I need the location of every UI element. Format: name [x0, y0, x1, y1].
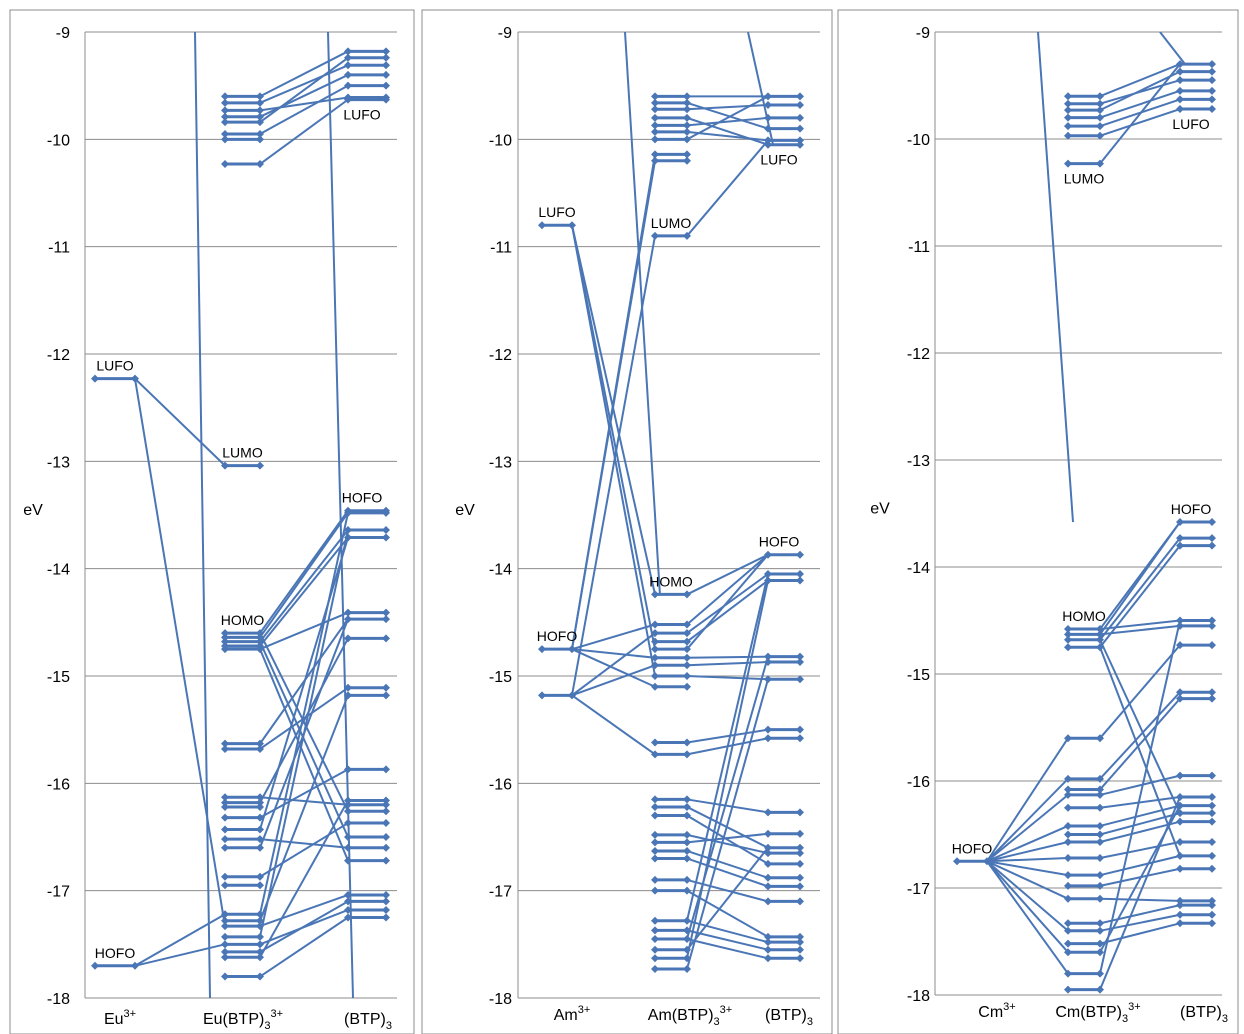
level-annotation: LUMO [222, 445, 263, 461]
level-annotation: HOFO [759, 534, 800, 550]
chart-panel-3: -9 -10 -11 -12 -13 -14 -15 -16 -17 -18 eV HOFO LUMO H… [838, 10, 1238, 1034]
y-tick-label: -11 [490, 240, 512, 257]
y-tick-label: -9 [498, 25, 512, 42]
y-tick-label: -16 [489, 776, 512, 793]
y-tick-label: -10 [47, 132, 70, 149]
y-tick-label: -18 [47, 991, 70, 1008]
level-annotation: LUFO [538, 204, 575, 220]
y-tick-label: -9 [56, 25, 70, 42]
level-annotation: HOMO [649, 573, 693, 589]
level-annotation: HOMO [221, 612, 265, 628]
y-tick-label: -14 [907, 560, 930, 577]
y-tick-label: -10 [489, 132, 512, 149]
level-annotation: LUMO [1064, 171, 1105, 187]
y-axis-label: eV [23, 502, 43, 519]
y-axis-label: eV [870, 501, 890, 518]
y-tick-label: -17 [489, 884, 512, 901]
y-tick-label: -10 [907, 132, 930, 149]
level-annotation: HOFO [537, 628, 578, 644]
y-tick-label: -15 [47, 669, 70, 686]
y-axis-label: eV [455, 502, 475, 519]
y-tick-label: -11 [48, 240, 70, 257]
y-tick-label: -14 [489, 562, 512, 579]
level-annotation: HOFO [95, 945, 136, 961]
panel-frame [10, 10, 414, 1034]
y-tick-label: -16 [907, 774, 930, 791]
y-tick-label: -12 [489, 347, 512, 364]
y-tick-label: -12 [47, 347, 70, 364]
y-tick-label: -17 [907, 881, 930, 898]
y-tick-label: -15 [907, 667, 930, 684]
level-annotation: LUFO [760, 152, 797, 168]
y-tick-label: -13 [47, 454, 70, 471]
chart-panel-2: -9 -10 -11 -12 -13 -14 -15 -16 -17 -18 eV LUFO HOFO L… [422, 10, 832, 1034]
y-tick-label: -14 [47, 562, 70, 579]
chart-panel-1: -9 -10 -11 -12 -13 -14 -15 -16 -17 -18 eV LUFO HOFO L… [10, 10, 414, 1034]
y-tick-label: -11 [908, 239, 930, 256]
y-tick-label: -18 [907, 988, 930, 1005]
level-annotation: LUMO [651, 215, 692, 231]
y-tick-label: -13 [907, 453, 930, 470]
level-annotation: LUFO [1172, 116, 1209, 132]
level-annotation: HOFO [952, 840, 993, 856]
y-tick-label: -17 [47, 884, 70, 901]
y-tick-label: -12 [907, 346, 930, 363]
y-tick-label: -13 [489, 454, 512, 471]
y-tick-label: -16 [47, 776, 70, 793]
y-tick-label: -18 [489, 991, 512, 1008]
level-annotation: HOFO [342, 490, 383, 506]
y-tick-label: -15 [489, 669, 512, 686]
correlation-line [687, 657, 768, 658]
level-annotation: HOMO [1062, 608, 1106, 624]
y-tick-label: -9 [916, 25, 930, 42]
level-annotation: LUFO [96, 358, 133, 374]
level-annotation: HOFO [1171, 501, 1212, 517]
level-annotation: LUFO [343, 107, 380, 123]
